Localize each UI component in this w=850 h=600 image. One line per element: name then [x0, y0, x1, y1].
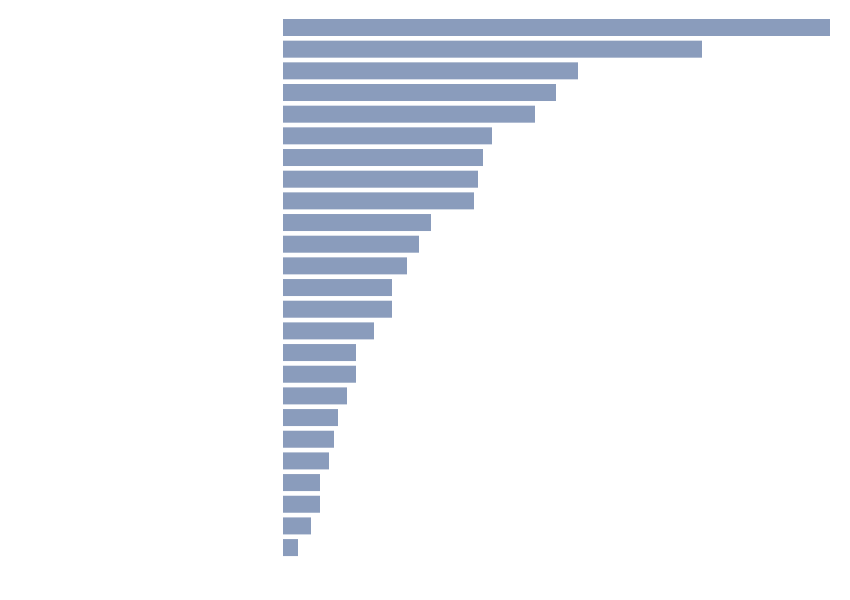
bar [283, 517, 311, 535]
bar [283, 105, 535, 123]
bar [283, 495, 320, 513]
bar [283, 62, 578, 80]
bar [283, 452, 329, 470]
bar [283, 19, 830, 36]
bar [283, 279, 392, 297]
bar [283, 387, 347, 405]
bar [283, 344, 356, 362]
bar [283, 257, 407, 275]
bar [283, 539, 298, 557]
bar [283, 300, 392, 318]
bar [283, 84, 556, 102]
bar [283, 235, 419, 253]
bar [283, 409, 338, 427]
bar [283, 192, 474, 210]
bar [283, 127, 492, 145]
bar [283, 170, 478, 188]
bar [283, 40, 702, 58]
bar [283, 149, 483, 167]
bar [283, 214, 431, 232]
bar [283, 474, 320, 492]
bar [283, 365, 356, 383]
bar [283, 322, 374, 340]
bar [283, 430, 334, 448]
